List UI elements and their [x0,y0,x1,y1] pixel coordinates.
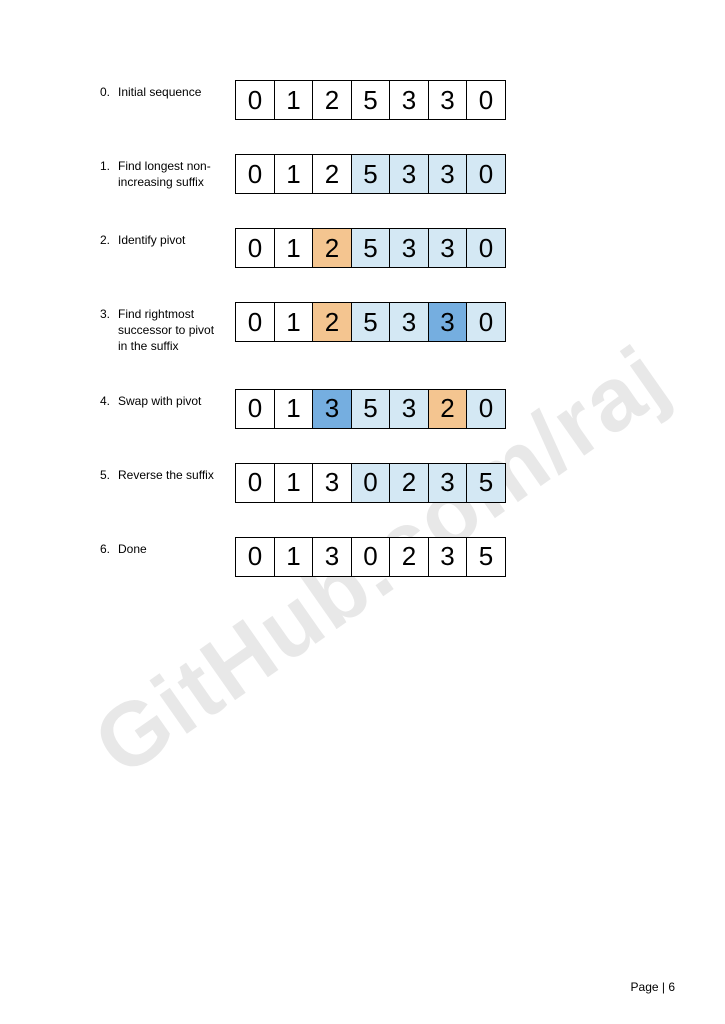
array-cell: 0 [466,154,506,194]
steps-container: 0.Initial sequence01253301.Find longest … [100,80,665,577]
array-cell: 5 [466,463,506,503]
array-cell: 1 [274,80,314,120]
step-row: 3.Find rightmost successor to pivot in t… [100,302,665,355]
array-cell: 0 [351,537,391,577]
array-cell: 3 [389,154,429,194]
array-cell: 0 [235,80,275,120]
step-row: 2.Identify pivot0125330 [100,228,665,268]
step-row: 6.Done0130235 [100,537,665,577]
array-cell: 0 [351,463,391,503]
array-cell: 3 [428,154,468,194]
array-cell: 5 [466,537,506,577]
array-cell: 3 [389,80,429,120]
array-cell: 2 [312,302,352,342]
array-cell: 1 [274,389,314,429]
array-cell: 1 [274,537,314,577]
array-cell: 3 [312,537,352,577]
step-label: 5.Reverse the suffix [100,463,235,483]
array-cell: 2 [312,80,352,120]
step-text: Reverse the suffix [118,467,223,483]
array-cell: 0 [466,228,506,268]
cell-array: 0130235 [235,463,506,503]
array-cell: 5 [351,302,391,342]
array-cell: 5 [351,154,391,194]
step-number: 6. [100,541,118,557]
step-label: 1.Find longest non-increasing suffix [100,154,235,190]
array-cell: 3 [389,302,429,342]
array-cell: 2 [312,228,352,268]
step-row: 4.Swap with pivot0135320 [100,389,665,429]
array-cell: 1 [274,302,314,342]
array-cell: 0 [235,302,275,342]
step-text: Done [118,541,223,557]
array-cell: 3 [428,80,468,120]
step-number: 5. [100,467,118,483]
cell-array: 0125330 [235,80,506,120]
step-number: 4. [100,393,118,409]
step-text: Swap with pivot [118,393,223,409]
array-cell: 3 [428,537,468,577]
step-row: 0.Initial sequence0125330 [100,80,665,120]
array-cell: 0 [235,389,275,429]
array-cell: 0 [466,389,506,429]
step-number: 1. [100,158,118,190]
step-label: 4.Swap with pivot [100,389,235,409]
array-cell: 5 [351,389,391,429]
array-cell: 0 [235,537,275,577]
cell-array: 0130235 [235,537,506,577]
array-cell: 5 [351,228,391,268]
array-cell: 3 [389,389,429,429]
array-cell: 0 [466,80,506,120]
step-row: 5.Reverse the suffix0130235 [100,463,665,503]
step-label: 3.Find rightmost successor to pivot in t… [100,302,235,355]
step-text: Initial sequence [118,84,223,100]
array-cell: 3 [312,463,352,503]
array-cell: 2 [312,154,352,194]
array-cell: 3 [312,389,352,429]
array-cell: 3 [389,228,429,268]
array-cell: 3 [428,228,468,268]
cell-array: 0125330 [235,228,506,268]
page-footer: Page | 6 [631,980,675,994]
cell-array: 0125330 [235,302,506,342]
array-cell: 1 [274,154,314,194]
step-label: 2.Identify pivot [100,228,235,248]
step-number: 3. [100,306,118,355]
step-number: 0. [100,84,118,100]
array-cell: 0 [235,154,275,194]
array-cell: 3 [428,302,468,342]
array-cell: 5 [351,80,391,120]
step-text: Find longest non-increasing suffix [118,158,223,190]
cell-array: 0135320 [235,389,506,429]
array-cell: 1 [274,463,314,503]
array-cell: 2 [389,463,429,503]
step-number: 2. [100,232,118,248]
array-cell: 2 [389,537,429,577]
step-text: Identify pivot [118,232,223,248]
array-cell: 0 [235,228,275,268]
array-cell: 0 [235,463,275,503]
array-cell: 3 [428,463,468,503]
cell-array: 0125330 [235,154,506,194]
step-row: 1.Find longest non-increasing suffix0125… [100,154,665,194]
step-label: 6.Done [100,537,235,557]
array-cell: 2 [428,389,468,429]
step-label: 0.Initial sequence [100,80,235,100]
step-text: Find rightmost successor to pivot in the… [118,306,223,355]
array-cell: 1 [274,228,314,268]
array-cell: 0 [466,302,506,342]
